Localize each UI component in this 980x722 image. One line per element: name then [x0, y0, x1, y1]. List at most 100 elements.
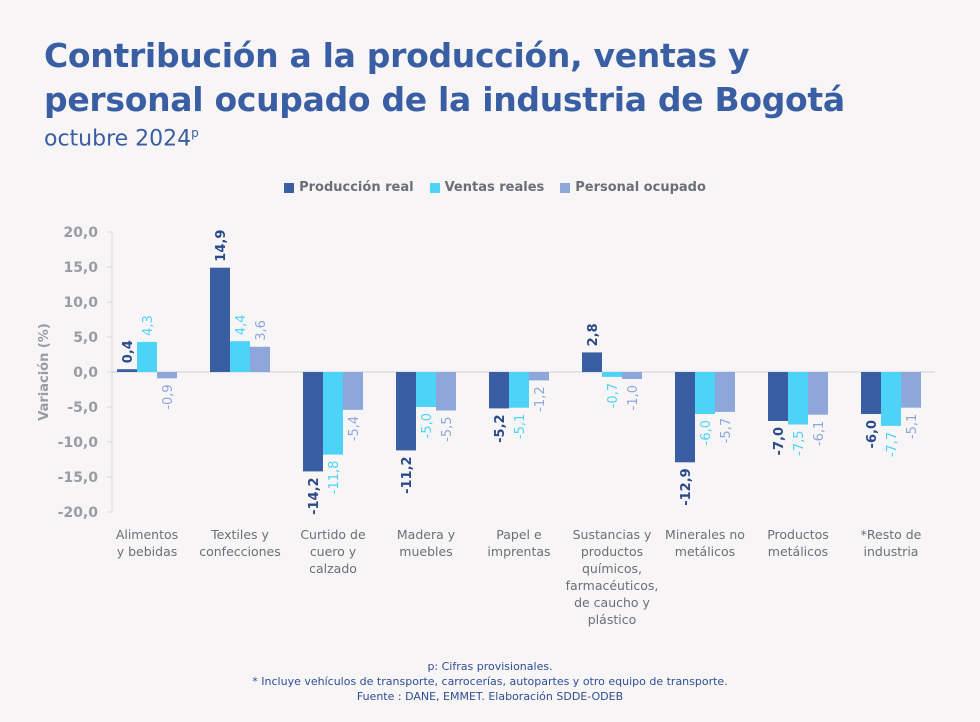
category-label: Productos: [767, 527, 829, 542]
bar-personal: [715, 372, 735, 412]
footnote-source: Fuente : DANE, EMMET. Elaboración SDDE-O…: [356, 690, 624, 703]
data-label-ventas: -5,1: [513, 414, 528, 439]
category-label: productos: [581, 544, 643, 559]
y-tick-label: -15,0: [58, 470, 99, 486]
data-label-personal: -0,9: [161, 384, 176, 409]
data-label-personal: -6,1: [812, 421, 827, 446]
data-label-produccion: 0,4: [121, 340, 136, 363]
bar-ventas: [137, 341, 157, 372]
data-label-produccion: -5,2: [493, 414, 508, 442]
category-label: Sustancias y: [573, 527, 652, 542]
category-label: Papel e: [496, 527, 542, 542]
footnote-provisional: p: Cifras provisionales.: [427, 660, 553, 673]
category-label: Alimentos: [116, 527, 178, 542]
legend-swatch: [429, 182, 440, 193]
bar-produccion: [210, 267, 230, 372]
data-label-personal: 3,6: [254, 320, 269, 341]
bar-produccion: [675, 372, 695, 463]
category-label: metálicos: [675, 544, 735, 559]
chart-subtitle: octubre 2024p: [44, 126, 199, 151]
bar-produccion: [303, 372, 323, 472]
data-label-produccion: -12,9: [679, 468, 694, 505]
data-label-personal: -5,4: [347, 416, 362, 441]
data-label-produccion: 2,8: [586, 323, 601, 346]
y-tick-label: -10,0: [58, 435, 99, 451]
data-label-produccion: -11,2: [400, 456, 415, 493]
data-label-ventas: -6,0: [699, 420, 714, 445]
bar-personal: [622, 372, 642, 379]
category-label: confecciones: [199, 544, 281, 559]
bar-produccion: [117, 369, 137, 372]
bar-personal: [436, 372, 456, 411]
bar-personal: [901, 372, 921, 408]
legend-label: Personal ocupado: [575, 180, 706, 195]
data-label-personal: -5,7: [719, 418, 734, 443]
category-label: y bebidas: [117, 544, 178, 559]
category-label: químicos,: [582, 561, 642, 576]
bar-produccion: [396, 372, 416, 451]
bar-personal: [808, 372, 828, 415]
data-label-ventas: -0,7: [606, 383, 621, 408]
bar-ventas: [416, 372, 436, 407]
legend-item-ventas: Ventas reales: [429, 180, 545, 195]
bar-produccion: [489, 372, 509, 409]
data-label-produccion: -14,2: [307, 477, 322, 514]
bar-ventas: [230, 341, 250, 372]
bar-ventas: [881, 372, 901, 426]
bar-ventas: [695, 372, 715, 414]
data-label-ventas: 4,4: [234, 315, 249, 336]
subtitle-superscript: p: [191, 126, 199, 140]
bar-produccion: [861, 372, 881, 414]
category-label: *Resto de: [861, 527, 922, 542]
legend-swatch: [560, 182, 571, 193]
category-label: Curtido de: [300, 527, 366, 542]
y-tick-label: 10,0: [63, 295, 98, 311]
data-label-ventas: -5,0: [420, 413, 435, 438]
bar-produccion: [582, 352, 602, 372]
category-label: plástico: [588, 612, 636, 627]
legend-label: Producción real: [299, 180, 414, 195]
data-label-personal: -5,5: [440, 417, 455, 442]
data-label-ventas: -7,7: [885, 432, 900, 457]
chart-title: Contribución a la producción, ventas y p…: [44, 34, 845, 122]
category-label: Textiles y: [210, 527, 269, 542]
data-label-ventas: -7,5: [792, 431, 807, 456]
y-axis-title: Variación (%): [37, 323, 52, 421]
bar-personal: [157, 372, 177, 379]
y-tick-label: -20,0: [58, 505, 99, 521]
bar-produccion: [768, 372, 788, 421]
legend: Producción real Ventas reales Personal o…: [0, 180, 980, 195]
category-label: metálicos: [768, 544, 828, 559]
y-tick-label: 20,0: [63, 225, 98, 241]
subtitle-text: octubre 2024: [44, 126, 192, 152]
data-label-ventas: -11,8: [327, 461, 342, 495]
data-label-personal: -1,2: [533, 386, 548, 411]
category-label: cuero y: [310, 544, 357, 559]
title-line-2: personal ocupado de la industria de Bogo…: [44, 80, 845, 119]
legend-item-personal: Personal ocupado: [560, 180, 706, 195]
category-label: Minerales no: [665, 527, 745, 542]
data-label-personal: -5,1: [905, 414, 920, 439]
bar-personal: [250, 346, 270, 372]
footnote-resto: * Incluye vehículos de transporte, carro…: [252, 675, 728, 688]
legend-label: Ventas reales: [444, 180, 545, 195]
bar-ventas: [509, 372, 529, 408]
category-label: calzado: [309, 561, 357, 576]
category-label: Madera y: [397, 527, 456, 542]
title-line-1: Contribución a la producción, ventas y: [44, 36, 750, 75]
y-tick-label: 15,0: [63, 260, 98, 276]
data-label-personal: -1,0: [626, 385, 641, 410]
y-tick-label: 0,0: [73, 365, 98, 381]
category-label: imprentas: [487, 544, 550, 559]
category-label: muebles: [399, 544, 452, 559]
bar-personal: [343, 372, 363, 410]
category-label: de caucho y: [574, 595, 650, 610]
data-label-produccion: -7,0: [772, 427, 787, 455]
y-tick-label: 5,0: [73, 330, 98, 346]
data-label-produccion: -6,0: [865, 420, 880, 448]
y-tick-label: -5,0: [67, 400, 98, 416]
data-label-produccion: 14,9: [214, 230, 229, 262]
bar-ventas: [788, 372, 808, 425]
bar-ventas: [323, 372, 343, 455]
category-label: farmacéuticos,: [566, 578, 659, 593]
